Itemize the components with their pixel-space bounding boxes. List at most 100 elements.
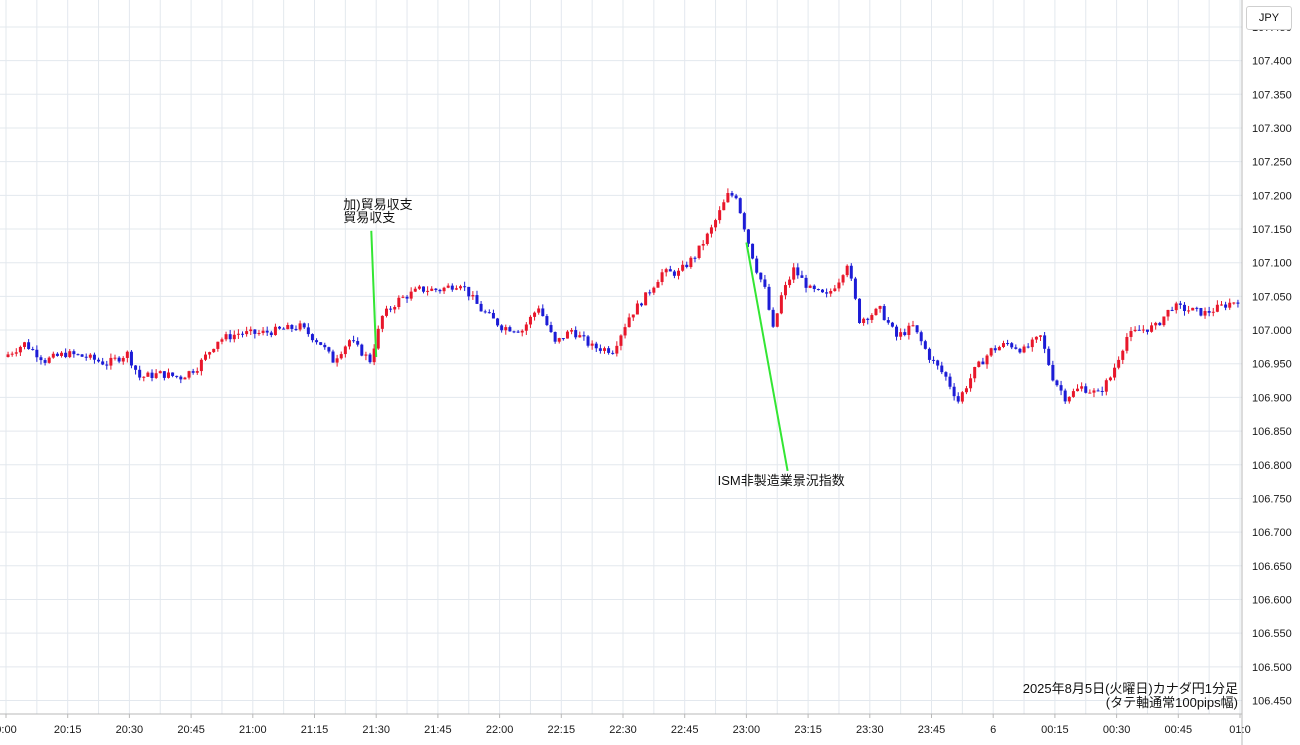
time-tick-label: 00:15 xyxy=(1041,724,1069,736)
time-tick-label: 21:45 xyxy=(424,724,452,736)
candle xyxy=(150,369,154,382)
candle xyxy=(6,351,10,358)
candle xyxy=(816,288,820,291)
candle xyxy=(500,324,504,333)
candle xyxy=(397,295,401,310)
candle xyxy=(565,330,569,339)
candle xyxy=(27,339,31,350)
candle xyxy=(570,327,574,335)
candle xyxy=(1236,299,1240,308)
candle xyxy=(767,283,771,311)
candle xyxy=(442,286,446,294)
candle xyxy=(224,331,228,342)
candle xyxy=(759,272,763,283)
candle xyxy=(940,361,944,375)
candle xyxy=(936,359,940,370)
time-tick-label: 23:30 xyxy=(856,724,884,736)
candle xyxy=(516,330,520,333)
candle xyxy=(1039,335,1043,341)
price-tick-label: 107.050 xyxy=(1252,291,1292,303)
candle xyxy=(730,190,734,198)
candle xyxy=(919,330,923,346)
candle xyxy=(800,270,804,278)
candle xyxy=(751,243,755,260)
candle xyxy=(722,199,726,211)
price-tick-label: 107.350 xyxy=(1252,89,1292,101)
time-tick-label: 22:30 xyxy=(609,724,637,736)
candle xyxy=(364,351,368,361)
candle xyxy=(335,354,339,367)
candle xyxy=(323,342,327,350)
candle xyxy=(368,352,372,364)
candle xyxy=(134,365,138,375)
candle xyxy=(249,326,253,336)
candle xyxy=(1121,349,1125,364)
candle xyxy=(726,188,730,203)
candle xyxy=(549,321,553,333)
candle xyxy=(537,305,541,315)
candle xyxy=(742,211,746,232)
candle xyxy=(47,356,51,364)
price-tick-label: 106.450 xyxy=(1252,696,1292,708)
candle xyxy=(1191,307,1195,311)
candle xyxy=(619,334,623,351)
candle xyxy=(306,323,310,337)
candle xyxy=(508,325,512,332)
candle xyxy=(310,333,314,343)
candle xyxy=(1034,336,1038,343)
candle xyxy=(882,304,886,321)
candle xyxy=(631,314,635,321)
candle xyxy=(677,267,681,280)
candle xyxy=(557,337,561,344)
candle xyxy=(125,350,129,363)
candle xyxy=(1117,356,1121,370)
candle xyxy=(459,284,463,291)
candle xyxy=(895,324,899,341)
candle xyxy=(405,295,409,303)
candle xyxy=(1232,302,1236,305)
candle xyxy=(874,307,878,316)
candle xyxy=(203,351,207,362)
price-tick-label: 107.250 xyxy=(1252,157,1292,169)
time-tick-label: 23:15 xyxy=(794,724,822,736)
price-tick-label: 107.100 xyxy=(1252,258,1292,270)
time-tick-label: 21:00 xyxy=(239,724,267,736)
candle xyxy=(1018,347,1022,354)
candle xyxy=(121,356,125,365)
candle xyxy=(989,347,993,358)
time-tick-label: 00:30 xyxy=(1103,724,1131,736)
candle xyxy=(389,306,393,313)
candle xyxy=(1224,301,1228,311)
candle xyxy=(228,329,232,343)
time-tick-label: 00:45 xyxy=(1165,724,1193,736)
candle xyxy=(76,353,80,356)
candle xyxy=(97,357,101,363)
candle xyxy=(866,317,870,325)
price-tick-label: 106.700 xyxy=(1252,527,1292,539)
candle xyxy=(582,331,586,341)
candle xyxy=(253,329,257,339)
candle xyxy=(10,351,14,357)
candle xyxy=(660,268,664,286)
candle xyxy=(35,345,39,362)
candle xyxy=(1158,321,1162,326)
candle xyxy=(360,343,364,357)
price-tick-label: 107.200 xyxy=(1252,190,1292,202)
candle xyxy=(635,300,639,315)
candle xyxy=(623,323,627,339)
candle xyxy=(278,325,282,330)
candle xyxy=(426,286,430,296)
time-tick-label: 20:30 xyxy=(116,724,144,736)
candle xyxy=(1022,344,1026,354)
candle xyxy=(804,274,808,293)
candle xyxy=(528,315,532,328)
grid-lines xyxy=(0,0,1242,714)
currency-badge[interactable]: JPY xyxy=(1246,6,1292,30)
time-tick-label: 20:45 xyxy=(177,724,205,736)
candle xyxy=(376,325,380,350)
caption-line-1: 2025年8月5日(火曜日)カナダ円1分足 xyxy=(1023,681,1238,696)
candle xyxy=(245,326,249,337)
price-tick-label: 106.500 xyxy=(1252,662,1292,674)
candle xyxy=(845,264,849,278)
candle xyxy=(1063,388,1067,404)
